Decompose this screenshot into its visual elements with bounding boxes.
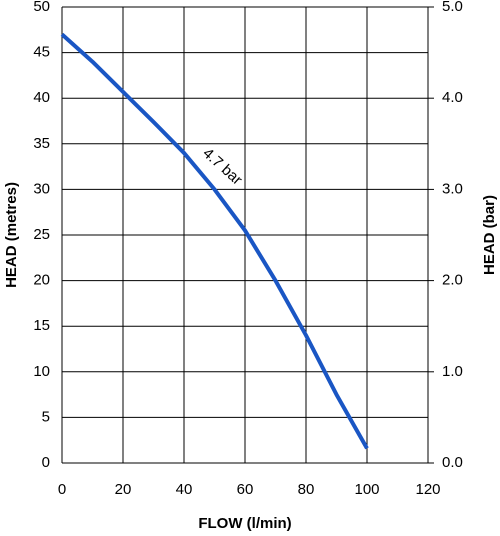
y-tick-label: 20 [33, 272, 50, 289]
y-tick-label: 5 [42, 408, 50, 425]
y2-tick-label: 2.0 [442, 272, 463, 289]
y2-tick-label: 4.0 [442, 89, 463, 106]
y-axis-label: HEAD (metres) [3, 182, 20, 288]
y2-tick-label: 3.0 [442, 180, 463, 197]
y-tick-label: 40 [33, 89, 50, 106]
x-tick-label: 120 [415, 481, 440, 498]
x-tick-label: 20 [115, 481, 132, 498]
y-tick-label: 10 [33, 363, 50, 380]
y2-axis-label: HEAD (bar) [481, 195, 498, 275]
y-tick-label: 15 [33, 317, 50, 334]
y-tick-label: 50 [33, 0, 50, 15]
y-tick-label: 35 [33, 135, 50, 152]
y-tick-label: 0 [42, 454, 50, 471]
y-tick-label: 45 [33, 44, 50, 61]
x-axis-label: FLOW (l/min) [198, 515, 291, 532]
y2-tick-label: 0.0 [442, 454, 463, 471]
y2-tick-label: 5.0 [442, 0, 463, 15]
x-tick-label: 80 [298, 481, 315, 498]
x-tick-label: 0 [58, 481, 66, 498]
y-tick-label: 25 [33, 226, 50, 243]
x-tick-label: 100 [354, 481, 379, 498]
y2-tick-label: 1.0 [442, 363, 463, 380]
line [60, 32, 369, 450]
y-tick-label: 30 [33, 180, 50, 197]
x-tick-label: 60 [237, 481, 254, 498]
x-tick-label: 40 [176, 481, 193, 498]
